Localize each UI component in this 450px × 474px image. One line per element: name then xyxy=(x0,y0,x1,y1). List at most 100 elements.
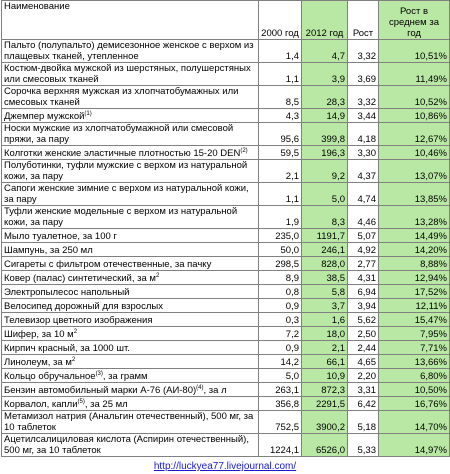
value-cell: 12,11% xyxy=(378,298,450,313)
value-cell: 2,50 xyxy=(347,326,379,341)
value-cell: 10,52% xyxy=(378,85,450,109)
table-row: Линолеум, за м2 14,2 66,1 4,65 13,66% xyxy=(1,354,450,369)
value-cell: 1,9 xyxy=(258,205,302,229)
value-cell: 10,46% xyxy=(378,145,450,160)
footnote-mark: (4) xyxy=(196,384,204,391)
value-cell: 356,8 xyxy=(258,396,302,411)
item-name: Носки мужские из хлопчатобумажной или см… xyxy=(4,123,234,145)
value-cell: 10,86% xyxy=(378,108,450,123)
value-cell: 2,1 xyxy=(258,159,302,183)
value-cell: 3,32 xyxy=(347,85,379,109)
table-row: Сапоги женские зимние с верхом из натура… xyxy=(1,182,450,206)
value-cell: 8,88% xyxy=(378,256,450,271)
item-name: Бензин автомобильный марки А-76 (АИ-80) xyxy=(4,385,197,396)
value-cell: 9,2 xyxy=(301,159,348,183)
value-cell: 10,50% xyxy=(378,382,450,397)
name-cell: Туфли женские модельные с верхом из нату… xyxy=(1,205,259,229)
value-cell: 14,2 xyxy=(258,354,302,369)
name-cell: Телевизор цветного изображения xyxy=(1,312,259,327)
value-cell: 3900,2 xyxy=(301,410,348,434)
value-cell: 752,5 xyxy=(258,410,302,434)
item-name: Ковер (палас) синтетический, за м xyxy=(4,273,156,284)
value-cell: 235,0 xyxy=(258,228,302,243)
value-cell: 59,5 xyxy=(258,145,302,160)
header-row: Наименование 2000 год 2012 год Рост Рост в с… xyxy=(1,0,450,40)
value-cell: 2,77 xyxy=(347,256,379,271)
value-cell: 3,9 xyxy=(301,62,348,86)
name-cell: Ацетилсалициловая кислота (Аспирин отече… xyxy=(1,433,259,457)
value-cell: 4,65 xyxy=(347,354,379,369)
name-cell: Мыло туалетное, за 100 г xyxy=(1,228,259,243)
value-cell: 5,0 xyxy=(301,182,348,206)
table-row: Велосипед дорожный для взрослых 0,9 3,7 3,9… xyxy=(1,298,450,313)
footnote-mark: (3) xyxy=(95,370,103,377)
value-cell: 1,1 xyxy=(258,182,302,206)
value-cell: 15,47% xyxy=(378,312,450,327)
value-cell: 6,94 xyxy=(347,284,379,299)
value-cell: 2,20 xyxy=(347,368,379,383)
value-cell: 12,67% xyxy=(378,122,450,146)
table-row: Телевизор цветного изображения 0,3 1,6 5,62… xyxy=(1,312,450,327)
table-row: Сорочка верхняя мужская из хлопчатобумаж… xyxy=(1,85,450,109)
value-cell: 1,6 xyxy=(301,312,348,327)
value-cell: 8,9 xyxy=(258,270,302,285)
table-row: Туфли женские модельные с верхом из нату… xyxy=(1,205,450,229)
name-cell: Носки мужские из хлопчатобумажной или см… xyxy=(1,122,259,146)
name-cell: Шампунь, за 250 мл xyxy=(1,242,259,257)
value-cell: 7,2 xyxy=(258,326,302,341)
item-name: Сорочка верхняя мужская из хлопчатобумаж… xyxy=(4,86,239,108)
value-cell: 7,95% xyxy=(378,326,450,341)
table-row: Колготки женские эластичные плотностью 1… xyxy=(1,145,450,160)
value-cell: 1,4 xyxy=(258,39,302,63)
value-cell: 6526,0 xyxy=(301,433,348,457)
value-cell: 6,42 xyxy=(347,396,379,411)
name-cell: Кирпич красный, за 1000 шт. xyxy=(1,340,259,355)
name-cell: Велосипед дорожный для взрослых xyxy=(1,298,259,313)
footnote-mark: (2) xyxy=(240,147,248,154)
item-name: Телевизор цветного изображения xyxy=(4,315,153,326)
value-cell: 4,18 xyxy=(347,122,379,146)
name-cell: Линолеум, за м2 xyxy=(1,354,259,369)
table-row: Кольцо обручальное(3), за грамм 5,0 10,9 2,… xyxy=(1,368,450,383)
table-row: Шампунь, за 250 мл 50,0 246,1 4,92 14,20% xyxy=(1,242,450,257)
value-cell: 8,3 xyxy=(301,205,348,229)
footnote-mark: (5) xyxy=(77,398,85,405)
name-cell: Сигареты с фильтром отечественные, за па… xyxy=(1,256,259,271)
value-cell: 3,44 xyxy=(347,108,379,123)
value-cell: 5,07 xyxy=(347,228,379,243)
item-unit: , за л xyxy=(203,385,227,396)
value-cell: 0,9 xyxy=(258,340,302,355)
value-cell: 4,37 xyxy=(347,159,379,183)
header-cell: Наименование xyxy=(1,0,259,40)
value-cell: 10,9 xyxy=(301,368,348,383)
item-name: Шампунь, за 250 мл xyxy=(4,245,93,256)
item-name: Электропылесос напольный xyxy=(4,287,130,298)
footnote-mark: 2 xyxy=(155,272,160,279)
name-cell: Метамизол натрия (Анальгин отечественный… xyxy=(1,410,259,434)
value-cell: 7,71% xyxy=(378,340,450,355)
name-cell: Колготки женские эластичные плотностью 1… xyxy=(1,145,259,160)
name-cell: Электропылесос напольный xyxy=(1,284,259,299)
value-cell: 3,69 xyxy=(347,62,379,86)
name-cell: Бензин автомобильный марки А-76 (АИ-80)(… xyxy=(1,382,259,397)
value-cell: 872,3 xyxy=(301,382,348,397)
value-cell: 263,1 xyxy=(258,382,302,397)
footer: http://luckyea77.livejournal.com/ xyxy=(1,461,449,472)
value-cell: 3,94 xyxy=(347,298,379,313)
value-cell: 399,8 xyxy=(301,122,348,146)
value-cell: 4,31 xyxy=(347,270,379,285)
value-cell: 4,3 xyxy=(258,108,302,123)
item-name: Туфли женские модельные с верхом из нату… xyxy=(4,206,238,228)
header-cell: Рост xyxy=(347,0,379,40)
value-cell: 5,18 xyxy=(347,410,379,434)
footer-link[interactable]: http://luckyea77.livejournal.com/ xyxy=(153,461,297,472)
value-cell: 11,49% xyxy=(378,62,450,86)
value-cell: 66,1 xyxy=(301,354,348,369)
value-cell: 246,1 xyxy=(301,242,348,257)
value-cell: 1224,1 xyxy=(258,433,302,457)
value-cell: 13,07% xyxy=(378,159,450,183)
item-name: Кирпич красный, за 1000 шт. xyxy=(4,343,130,354)
value-cell: 6,80% xyxy=(378,368,450,383)
item-name: Сигареты с фильтром отечественные, за па… xyxy=(4,259,212,270)
